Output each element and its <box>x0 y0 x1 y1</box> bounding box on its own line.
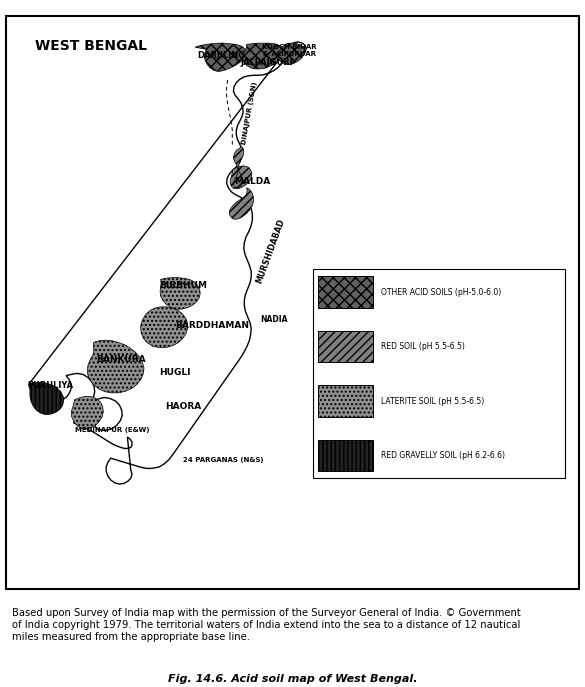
Polygon shape <box>140 307 188 348</box>
Text: BANKURA: BANKURA <box>96 355 145 364</box>
Polygon shape <box>229 188 253 219</box>
Polygon shape <box>87 340 144 393</box>
Text: WEST BENGAL: WEST BENGAL <box>35 38 146 53</box>
Polygon shape <box>30 383 64 415</box>
Polygon shape <box>71 396 104 429</box>
Text: OTHER ACID SOILS (pH-5.0-6.0): OTHER ACID SOILS (pH-5.0-6.0) <box>381 288 501 297</box>
Text: MURSHIDABAD: MURSHIDABAD <box>255 217 287 284</box>
Text: BARDDHAMAN: BARDDHAMAN <box>176 321 249 330</box>
Polygon shape <box>230 166 252 189</box>
Text: Based upon Survey of India map with the permission of the Surveyor General of In: Based upon Survey of India map with the … <box>12 609 520 642</box>
Text: NADIA: NADIA <box>260 315 288 324</box>
Polygon shape <box>160 278 200 309</box>
Bar <box>318 440 373 471</box>
Bar <box>318 331 373 363</box>
Text: DINAJPUR (S&N): DINAJPUR (S&N) <box>241 81 258 145</box>
Text: BIRBHUM: BIRBHUM <box>160 280 208 290</box>
Text: RED SOIL (pH 5.5-6.5): RED SOIL (pH 5.5-6.5) <box>381 342 465 351</box>
Text: PURULIYA: PURULIYA <box>27 381 73 390</box>
Text: HAORA: HAORA <box>166 402 202 411</box>
Bar <box>318 276 373 308</box>
Polygon shape <box>29 42 307 484</box>
Polygon shape <box>278 43 305 65</box>
Text: DARJILING: DARJILING <box>197 52 245 60</box>
Text: JALPAIGURI: JALPAIGURI <box>240 58 293 67</box>
Text: 24 PARGANAS (N&S): 24 PARGANAS (N&S) <box>184 457 264 463</box>
Text: RED GRAVELLY SOIL (pH 6.2-6.6): RED GRAVELLY SOIL (pH 6.2-6.6) <box>381 451 505 460</box>
Bar <box>312 269 565 478</box>
Bar <box>318 385 373 417</box>
Text: MEDINAPUR (E&W): MEDINAPUR (E&W) <box>75 427 149 433</box>
Text: HUGLI: HUGLI <box>159 368 191 376</box>
Text: LATERITE SOIL (pH 5.5-6.5): LATERITE SOIL (pH 5.5-6.5) <box>381 396 484 406</box>
Text: Fig. 14.6. Acid soil map of West Bengal.: Fig. 14.6. Acid soil map of West Bengal. <box>168 673 417 684</box>
Polygon shape <box>233 146 244 188</box>
Polygon shape <box>243 43 284 69</box>
Text: MALDA: MALDA <box>234 177 270 186</box>
Polygon shape <box>195 43 247 71</box>
Text: KOOCH BIHAR
& ALIPURUAR: KOOCH BIHAR & ALIPURUAR <box>262 43 317 56</box>
